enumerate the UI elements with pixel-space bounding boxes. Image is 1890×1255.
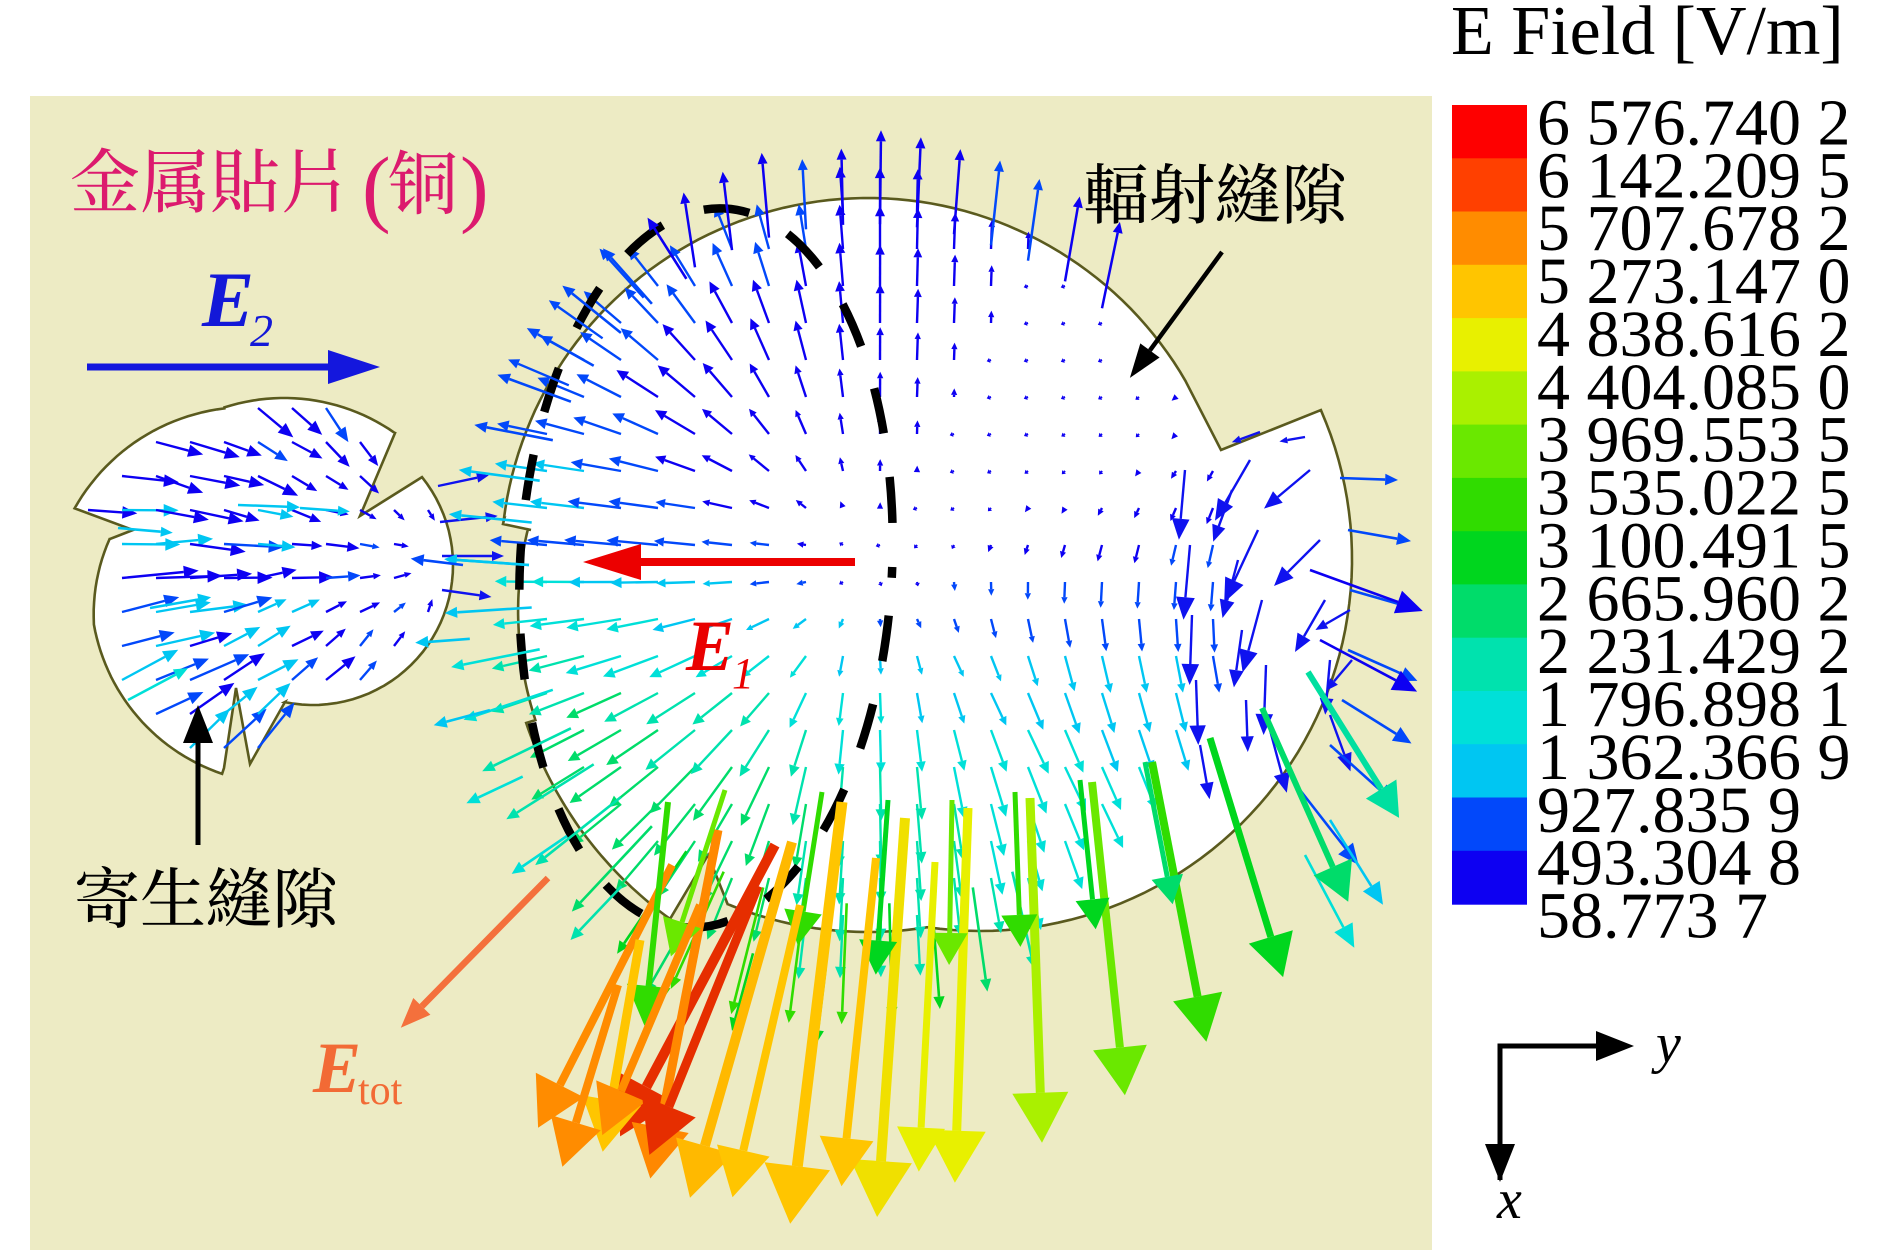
svg-text:3 100.491 5: 3 100.491 5 [1537, 510, 1851, 583]
svg-text:3 535.022 5: 3 535.022 5 [1537, 457, 1851, 530]
svg-text:5 707.678 2: 5 707.678 2 [1537, 192, 1851, 265]
svg-text:y: y [1651, 1013, 1681, 1075]
svg-text:6 142.209 5: 6 142.209 5 [1537, 139, 1851, 212]
svg-text:(: ( [362, 139, 391, 235]
svg-text:493.304 8: 493.304 8 [1537, 827, 1801, 900]
svg-text:4 838.616 2: 4 838.616 2 [1537, 298, 1851, 371]
svg-text:1 796.898 1: 1 796.898 1 [1537, 668, 1851, 741]
svg-text:58.773 7: 58.773 7 [1537, 880, 1768, 953]
svg-text:927.835 9: 927.835 9 [1537, 774, 1801, 847]
svg-text:x: x [1496, 1169, 1522, 1231]
svg-text:2 231.429 2: 2 231.429 2 [1537, 615, 1851, 688]
svg-text:E: E [201, 256, 254, 343]
svg-text:2 665.960 2: 2 665.960 2 [1537, 562, 1851, 635]
svg-text:4 404.085 0: 4 404.085 0 [1537, 351, 1851, 424]
svg-text:5 273.147 0: 5 273.147 0 [1537, 245, 1851, 318]
svg-text:2: 2 [250, 305, 273, 356]
svg-text:E Field [V/m]: E Field [V/m] [1451, 0, 1844, 70]
svg-text:1 362.366 9: 1 362.366 9 [1537, 721, 1851, 794]
svg-text:E: E [685, 606, 734, 686]
svg-text:6 576.740 2: 6 576.740 2 [1537, 87, 1851, 160]
svg-text:tot: tot [358, 1068, 403, 1114]
svg-text:E: E [312, 1028, 361, 1108]
svg-text:1: 1 [732, 649, 754, 698]
svg-text:3 969.553 5: 3 969.553 5 [1537, 404, 1851, 477]
svg-text:): ) [460, 139, 489, 235]
